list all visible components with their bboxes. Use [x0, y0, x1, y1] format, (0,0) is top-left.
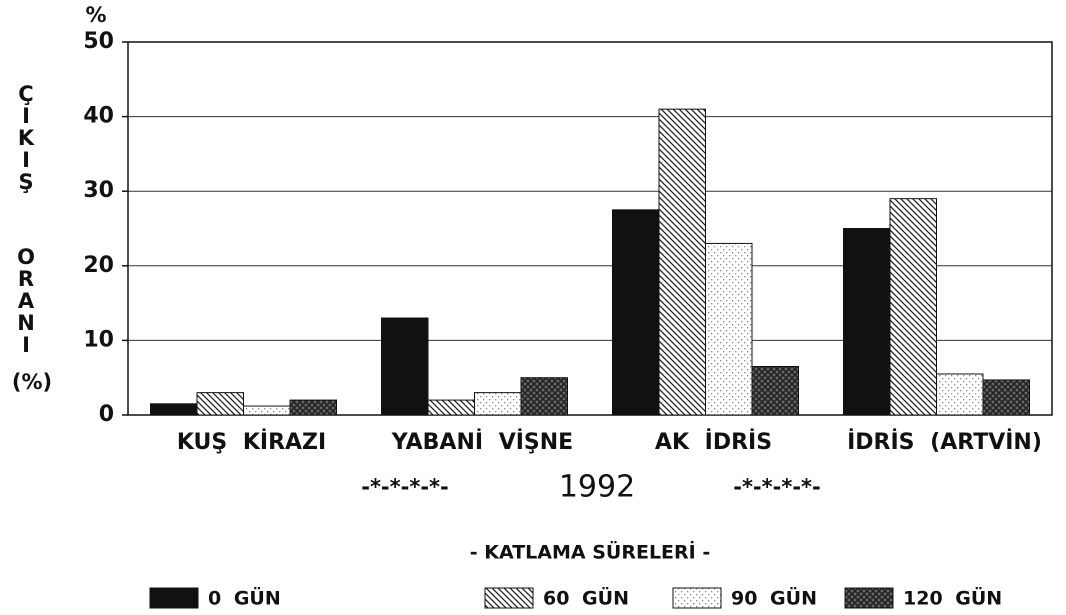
bar	[243, 405, 291, 416]
y-tick-label: 30	[83, 178, 114, 203]
bar	[289, 399, 337, 416]
legend-label: 90 GÜN	[731, 586, 817, 610]
y-tick-label: 10	[83, 327, 114, 352]
x-tick-label: İDRİS (ARTVİN)	[847, 429, 1042, 455]
bar	[612, 209, 660, 416]
bar	[658, 108, 706, 416]
legend-swatch	[672, 587, 722, 609]
legend-label: 60 GÜN	[543, 586, 629, 610]
bar	[520, 377, 568, 416]
subtitle: 1992	[559, 470, 635, 505]
y-axis-title: (%)	[12, 370, 52, 394]
bar	[150, 403, 198, 416]
legend-swatch	[484, 587, 534, 609]
bar	[889, 198, 937, 416]
bar	[705, 242, 753, 416]
decoration: -*-*-*-*-	[361, 475, 449, 499]
x-tick-label: AK İDRİS	[655, 429, 772, 455]
bar	[381, 317, 429, 416]
legend-swatch	[844, 587, 894, 609]
y-tick-label: 20	[83, 253, 114, 278]
bar	[936, 373, 984, 416]
y-tick-label: 40	[83, 104, 114, 129]
bar	[982, 379, 1030, 416]
x-tick-label: YABANİ VİŞNE	[391, 429, 573, 455]
legend-title: - KATLAMA SÜRELERİ -	[470, 540, 710, 564]
legend-label: 0 GÜN	[208, 586, 281, 610]
decoration: -*-*-*-*-	[733, 475, 821, 499]
legend-label: 120 GÜN	[903, 586, 1002, 610]
y-tick-label: 50	[83, 29, 114, 54]
unit-label: %	[85, 3, 106, 27]
y-axis-title: ÇIKIŞ	[14, 82, 38, 193]
x-tick-label: KUŞ KİRAZI	[177, 429, 326, 455]
y-axis-title: ORANI	[14, 245, 38, 355]
bar	[843, 228, 891, 416]
bar	[427, 399, 475, 416]
bar	[474, 392, 522, 416]
bar	[751, 366, 799, 416]
bar	[196, 392, 244, 416]
legend-swatch	[149, 587, 199, 609]
plot-frame	[127, 41, 1053, 416]
y-tick-label: 0	[99, 402, 114, 427]
